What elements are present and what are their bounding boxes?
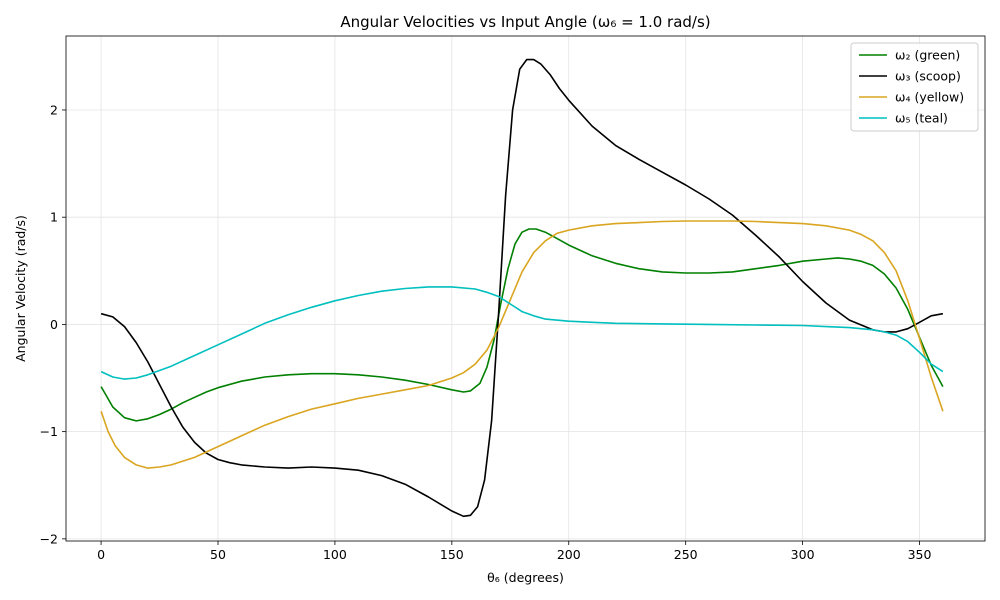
x-tick-label: 50 [210, 547, 226, 562]
y-tick-label: 0 [50, 317, 58, 332]
x-tick-label: 100 [323, 547, 347, 562]
x-tick-label: 150 [440, 547, 464, 562]
legend-label: ω₃ (scoop) [895, 69, 961, 84]
x-tick-label: 250 [674, 547, 698, 562]
series-line-0 [100, 228, 944, 422]
y-tick-label: −2 [40, 531, 58, 546]
chart-title: Angular Velocities vs Input Angle (ω₆ = … [340, 13, 710, 31]
x-tick-label: 350 [908, 547, 932, 562]
legend-label: ω₂ (green) [895, 48, 960, 63]
legend-label: ω₄ (yellow) [895, 90, 964, 105]
x-tick-label: 200 [557, 547, 581, 562]
x-tick-label: 0 [97, 547, 105, 562]
legend-box [850, 42, 979, 132]
legend-label: ω₅ (teal) [895, 111, 948, 126]
series-line-1 [100, 58, 944, 518]
legend: ω₂ (green) ω₃ (scoop) ω₄ (yellow) ω₅ (teal) [850, 42, 979, 132]
y-tick-label: 2 [50, 102, 58, 117]
y-axis-label: Angular Velocity (rad/s) [13, 215, 28, 362]
x-tick-label: 300 [791, 547, 815, 562]
y-tick-label: 1 [50, 210, 58, 225]
y-tick-label: −1 [40, 424, 58, 439]
axis-ticks: 0 50 100 150 200 250 300 350 −2 −1 0 1 2 [40, 102, 932, 562]
x-axis-label: θ₆ (degrees) [487, 570, 564, 585]
series-line-3 [100, 286, 944, 380]
series-layer [100, 58, 944, 518]
series-line-2 [100, 220, 944, 469]
plot-frame [65, 35, 986, 542]
